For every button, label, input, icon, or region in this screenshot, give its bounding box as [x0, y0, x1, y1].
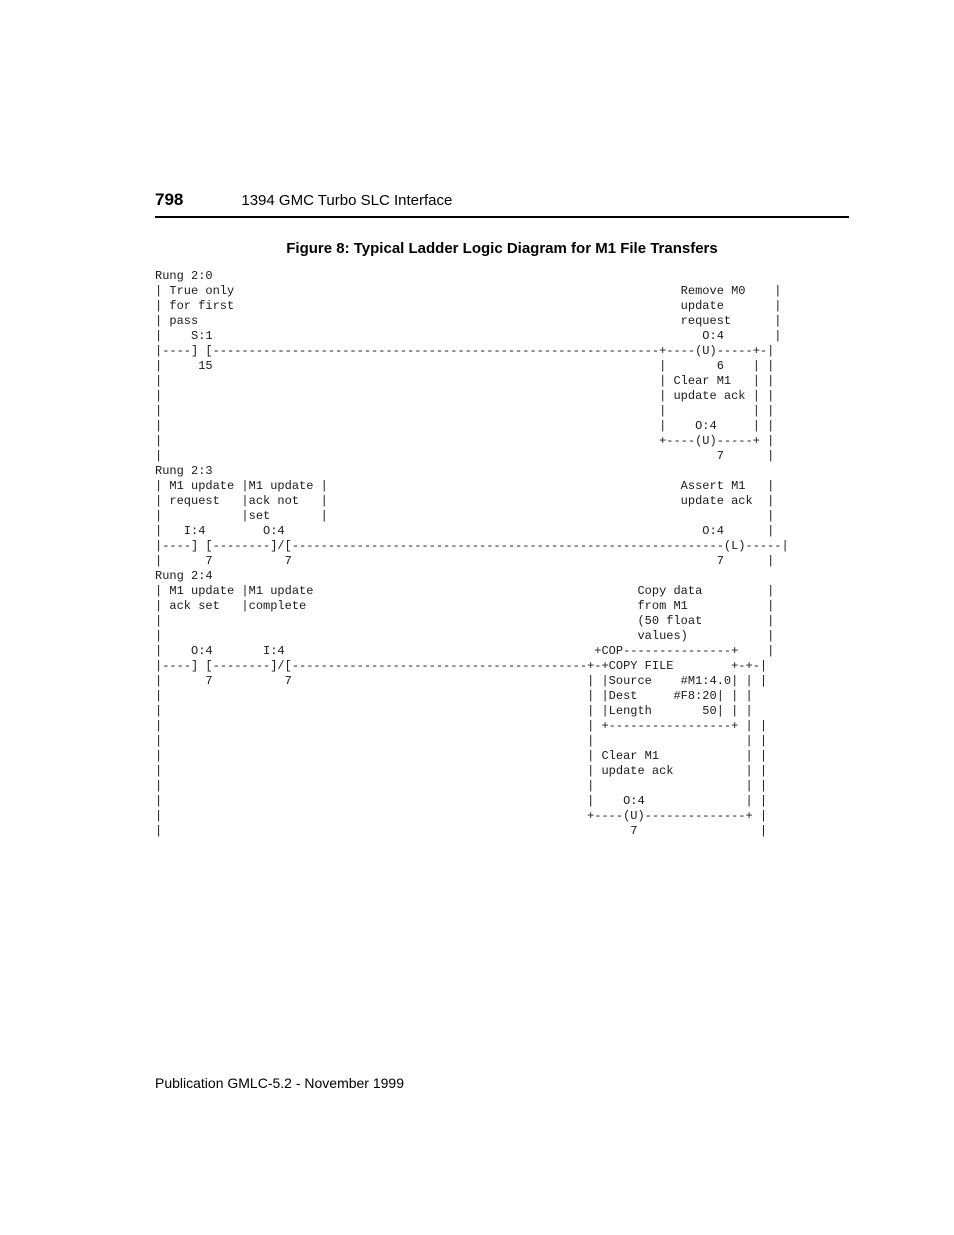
- page-number: 798: [155, 190, 183, 210]
- ladder-logic-diagram: Rung 2:0 | True only Remove M0 | | for f…: [155, 269, 849, 839]
- page-container: 798 1394 GMC Turbo SLC Interface Figure …: [0, 0, 954, 839]
- header-title: 1394 GMC Turbo SLC Interface: [241, 192, 452, 209]
- figure-title: Figure 8: Typical Ladder Logic Diagram f…: [155, 240, 849, 257]
- header-row: 798 1394 GMC Turbo SLC Interface: [155, 190, 849, 218]
- publication-footer: Publication GMLC-5.2 - November 1999: [155, 1075, 404, 1091]
